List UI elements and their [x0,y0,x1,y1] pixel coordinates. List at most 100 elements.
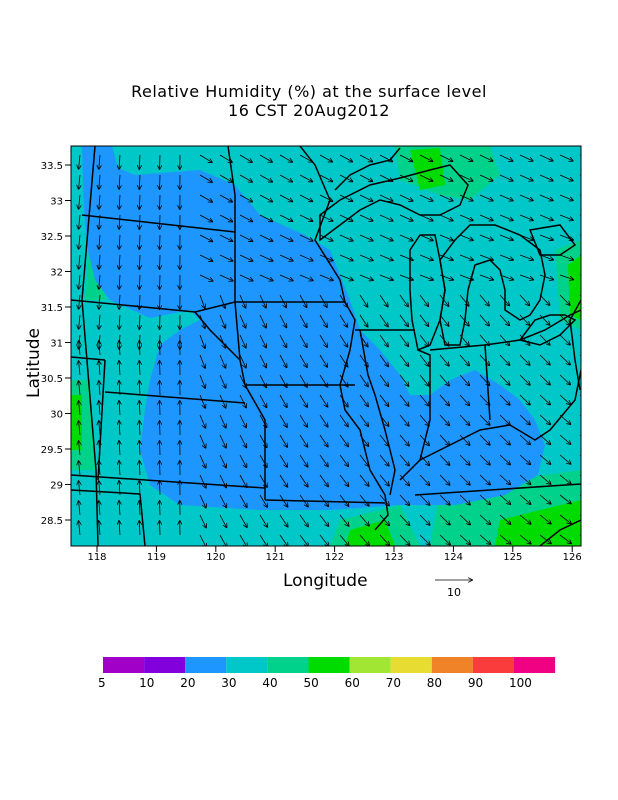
wind-arrow [419,354,429,366]
wind-arrow [379,474,389,486]
plot-frame [70,145,582,547]
colorbar-swatch [103,657,145,673]
wind-arrow [139,501,140,516]
wind-arrow [239,254,253,261]
wind-arrow [299,294,307,307]
wind-arrow [79,314,80,329]
wind-arrow [219,434,226,448]
wind-arrow [279,454,287,467]
wind-arrow [539,174,553,181]
wind-arrow [199,474,206,488]
wind-arrow [399,354,408,366]
x-tick-label: 121 [266,552,285,563]
wind-arrow [239,194,252,202]
wind-arrow [559,494,571,504]
boundary-line [104,391,246,404]
wind-arrow [439,534,450,545]
wind-arrow [279,254,293,261]
wind-arrow [239,514,247,527]
wind-arrow [539,214,553,220]
wind-arrow [339,374,348,387]
wind-arrow [259,334,266,348]
wind-arrow [539,254,553,260]
wind-arrow [459,234,473,240]
wind-arrow [479,294,489,306]
y-tick-label: 33 [50,197,63,208]
wind-arrow [519,254,533,260]
wind-arrow [79,521,80,536]
wind-arrow [459,314,469,326]
wind-arrow [199,314,205,328]
wind-arrow [439,174,453,181]
wind-arrow [499,294,509,306]
colorbar-label: 50 [303,676,319,690]
wind-arrow [319,534,329,546]
wind-arrow [399,314,408,326]
wind-arrow [539,534,551,544]
y-tick-label: 29.5 [41,445,63,456]
wind-arrow [359,454,369,466]
x-tick-label: 123 [384,552,403,563]
wind-arrow [439,294,449,306]
boundary-line [299,146,389,531]
wind-arrow [339,174,352,181]
wind-arrow [339,234,353,241]
wind-arrow [459,514,470,525]
wind-arrow [479,254,493,260]
wind-arrow [579,434,581,437]
wind-arrow [119,361,120,376]
wind-arrow [419,214,433,221]
wind-arrow [519,474,531,484]
boundary-line [81,214,236,233]
wind-arrow [419,394,429,406]
wind-arrow [279,294,286,308]
wind-arrow [99,234,100,249]
wind-arrow [199,334,205,348]
wind-arrow [399,414,409,426]
wind-arrow [299,374,307,387]
wind-arrow [419,414,429,426]
wind-arrow [579,414,581,417]
wind-arrow [379,334,388,346]
wind-arrow [479,354,489,365]
reference-vector-label: 10 [447,586,461,599]
wind-arrow [79,294,80,309]
wind-arrow [439,334,449,346]
y-tick-label: 30 [50,410,63,421]
wind-arrow [399,254,413,260]
wind-arrow [559,514,571,524]
wind-arrow [119,421,120,436]
wind-arrow [359,534,369,546]
wind-arrow [479,154,493,161]
wind-arrow [419,474,429,485]
wind-arrow [559,414,570,424]
colorbar-swatch [267,657,309,673]
wind-arrow [319,514,328,526]
wind-arrow [199,534,206,546]
wind-arrow [379,354,388,366]
wind-arrow [579,274,581,276]
wind-arrow [279,174,292,182]
colorbar-label: 60 [344,676,360,690]
wind-arrow [519,274,533,280]
wind-arrow [319,154,332,162]
wind-arrow [119,314,120,329]
wind-arrow [79,381,80,396]
wind-arrow [419,454,429,465]
wind-arrow [199,414,205,428]
wind-arrow [539,334,550,345]
wind-arrow [279,234,293,241]
wind-arrow [459,294,469,306]
wind-arrow [359,214,373,221]
wind-arrow [399,214,413,221]
wind-arrow [219,394,226,408]
wind-arrow [579,354,581,357]
wind-arrow [419,154,433,161]
wind-arrow [79,361,80,376]
map-boundaries [71,146,581,546]
wind-arrow [199,454,206,468]
wind-arrow [539,374,550,385]
wind-arrow [99,274,100,289]
wind-arrow [139,174,140,189]
